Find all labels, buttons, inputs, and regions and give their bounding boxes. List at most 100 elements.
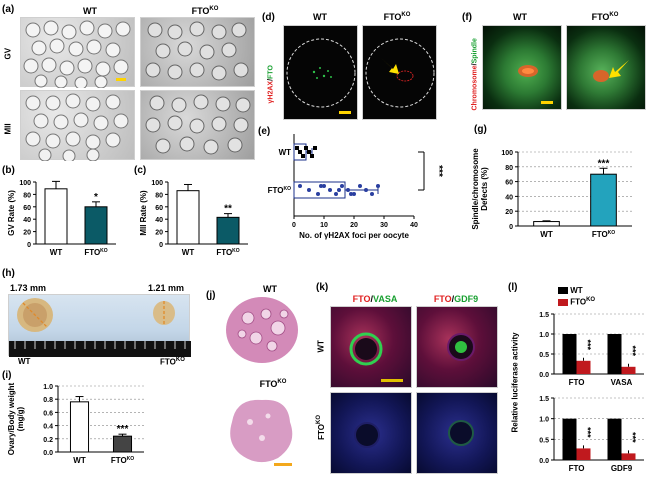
x-tick-label-1: GDF9 xyxy=(611,464,633,473)
y-tick-label-0: WT xyxy=(279,148,292,157)
data-point xyxy=(319,184,323,188)
panel-d-wt-title: WT xyxy=(313,12,327,22)
y-tick-label: 80 xyxy=(505,165,513,172)
y-tick-label: 0.6 xyxy=(43,410,53,417)
bar-1-1 xyxy=(621,366,636,374)
x-tick-label-1: FTOKO xyxy=(216,248,239,257)
y-tick-label: 0.2 xyxy=(43,437,53,444)
bar-1 xyxy=(216,216,240,245)
significance-label-0: *** xyxy=(583,340,593,351)
y-tick-label: 1.0 xyxy=(539,332,549,339)
panel-k-label: (k) xyxy=(316,282,329,293)
scale-bar xyxy=(339,111,351,114)
y-tick-label: 80 xyxy=(23,192,31,199)
panel-c-label: (c) xyxy=(134,165,147,176)
mii-wt-oocytes xyxy=(25,93,129,163)
chart-c: 0 20 40 60 80 100 WT ** FTOKO MII Rate (%) xyxy=(132,170,260,260)
k-ko-vasa-image xyxy=(330,392,412,474)
d-wt-oocyte xyxy=(286,38,356,108)
d-ko-oocyte xyxy=(365,38,435,108)
data-point xyxy=(301,154,305,158)
k-ko-gdf9-image xyxy=(416,392,498,474)
significance-label-0: *** xyxy=(583,427,593,438)
y-axis-label: Ovary/Body weight xyxy=(7,382,16,455)
panel-j-ko-title: FTOKO xyxy=(259,379,287,389)
y-tick-label: 60 xyxy=(505,180,513,187)
data-point xyxy=(334,192,338,196)
y-tick-label: 1.0 xyxy=(539,417,549,424)
f-wt-oocyte-image xyxy=(482,25,562,110)
x-tick-label: 10 xyxy=(320,222,328,229)
y-tick-label: 0.0 xyxy=(539,458,549,465)
wt-ovary-histology-svg xyxy=(226,297,298,363)
panel-a-row-gv: GV xyxy=(3,47,13,60)
y-tick-label: 60 xyxy=(155,205,163,212)
y-tick-label: 20 xyxy=(155,230,163,237)
x-tick-label-0: WT xyxy=(540,230,553,239)
panel-i-label: (i) xyxy=(2,370,12,381)
y-tick-label: 0.5 xyxy=(539,352,549,359)
panel-e-label: (e) xyxy=(258,126,271,137)
y-tick-label: 0 xyxy=(509,224,513,231)
y-axis-label: (mg/g) xyxy=(16,406,25,431)
panel-k-row-ko: FTOKO xyxy=(316,414,326,440)
k-ko-vasa-svg xyxy=(354,422,380,448)
y-tick-label: 40 xyxy=(23,217,31,224)
panel-f-wt-title: WT xyxy=(513,12,527,22)
panel-a-row-mii: MII xyxy=(3,123,13,135)
y-tick-label: 1.5 xyxy=(539,396,549,403)
x-tick-label-1: FTOKO xyxy=(111,456,134,465)
significance-label-1: *** xyxy=(598,158,610,169)
y-tick-label: 100 xyxy=(19,180,31,187)
legend-ko: FTOKO xyxy=(558,297,638,308)
x-tick-label: 30 xyxy=(380,222,388,229)
data-point xyxy=(307,188,311,192)
y-axis-label: Spindle/chromosome xyxy=(471,148,480,230)
data-point xyxy=(298,150,302,154)
x-tick-label-1: FTOKO xyxy=(84,248,107,257)
mii-ko-micrograph xyxy=(140,90,255,160)
panel-f-side-label: Chromosome/Spindle xyxy=(471,38,479,111)
chart-b: 0 20 40 60 80 100 WT * FTOKO GV Rate (%) xyxy=(0,170,130,260)
x-tick-label-0: WT xyxy=(73,456,86,465)
bar-0-0 xyxy=(562,418,577,460)
data-point xyxy=(310,154,314,158)
data-point xyxy=(313,146,317,150)
y-tick-label: 100 xyxy=(151,180,163,187)
chart-g: 0 20 40 60 80 100 WT *** FTOKO Spindle/chromosome… xyxy=(464,136,650,246)
data-point xyxy=(370,192,374,196)
bar-0 xyxy=(69,401,90,453)
x-tick-label-0: FTO xyxy=(569,464,585,473)
panel-g-label: (g) xyxy=(474,124,487,135)
y-tick-label: 100 xyxy=(501,150,513,157)
panel-j-label: (j) xyxy=(206,290,216,301)
y-tick-label: 40 xyxy=(505,194,513,201)
y-tick-label: 0 xyxy=(27,242,31,249)
data-point xyxy=(307,150,311,154)
bar-0 xyxy=(176,190,200,245)
gv-wt-oocytes xyxy=(23,20,131,90)
y-tick-label: 0.8 xyxy=(43,397,53,404)
y-tick-label: 1.5 xyxy=(539,312,549,319)
mii-ko-oocytes xyxy=(145,94,251,155)
significance-label-1: *** xyxy=(117,424,129,435)
k-wt-gdf9-svg xyxy=(447,333,475,361)
panel-a-label: (a) xyxy=(2,4,15,15)
scale-bar xyxy=(541,101,553,104)
panel-k-col2-title: FTO/GDF9 xyxy=(433,294,479,304)
y-axis-label: MII Rate (%) xyxy=(139,190,148,236)
data-point xyxy=(340,184,344,188)
bar-0 xyxy=(44,188,68,245)
bar-0-1 xyxy=(576,360,591,374)
panel-l-legend: WT FTOKO xyxy=(558,286,638,310)
x-tick-label-0: WT xyxy=(50,248,63,257)
ovary-photo xyxy=(8,294,191,357)
h-left-size: 1.73 mm xyxy=(10,283,47,293)
x-tick-label: 20 xyxy=(350,222,358,229)
y-axis-label: Defects (%) xyxy=(480,167,489,211)
ovary-photo-svg xyxy=(9,298,191,357)
data-point xyxy=(295,146,299,150)
chart-e-svg: 0 10 20 30 40 WT FTOKO *** No. of γH2AX foci per… xyxy=(268,134,444,240)
chart-l1: 0.0 0.5 1.0 1.5 *** FTO *** VASA xyxy=(520,306,650,390)
x-tick-label: 40 xyxy=(410,222,418,229)
